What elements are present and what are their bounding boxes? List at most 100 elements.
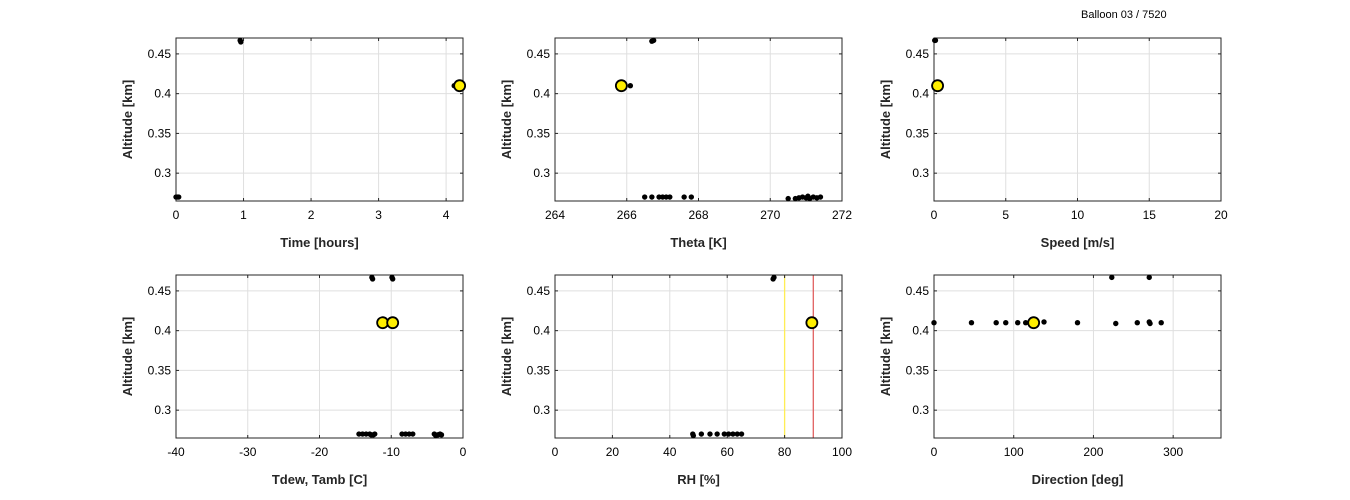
y-tick-label: 0.3 <box>912 166 929 180</box>
data-point <box>725 431 732 437</box>
data-point <box>1015 320 1021 326</box>
y-tick-label: 0.45 <box>527 47 551 61</box>
data-point <box>1022 320 1029 326</box>
y-axis-label: Altitude [km] <box>499 80 514 159</box>
y-tick-label: 0.4 <box>154 87 171 101</box>
data-point <box>238 39 244 45</box>
data-point <box>1134 320 1140 326</box>
chart-panel-6: 0 100 200 300 0.3 0.35 0.4 0.45 Direction [deg] A… <box>878 274 1222 487</box>
x-tick-label: 300 <box>1163 445 1183 459</box>
data-point <box>372 431 378 437</box>
data-point <box>438 432 445 438</box>
y-axis-label: Altitude [km] <box>499 317 514 396</box>
data-point <box>641 194 648 200</box>
chart-panel-4: -40 -30 -20 -10 0 0.3 0.35 0.4 0.45 Tdew, Tamb [C… <box>120 274 467 487</box>
y-tick-label: 0.3 <box>154 403 171 417</box>
x-tick-label: 1 <box>240 208 247 222</box>
x-tick-label: 0 <box>931 445 938 459</box>
y-tick-label: 0.3 <box>912 403 929 417</box>
axes-frame <box>933 274 1222 439</box>
highlight-point <box>614 79 628 93</box>
data-point <box>734 431 740 437</box>
y-tick-label: 0.35 <box>906 126 930 140</box>
y-axis-label: Altitude [km] <box>120 80 135 159</box>
data-point <box>707 431 713 437</box>
x-tick-label: 15 <box>1143 208 1157 222</box>
x-tick-label: -10 <box>383 445 401 459</box>
x-tick-label: 60 <box>721 445 735 459</box>
data-point <box>1146 274 1152 281</box>
chart-panel-5: 0 20 40 60 80 100 0.3 0.35 0.4 0.45 RH [%] Altitude… <box>499 274 852 487</box>
data-point <box>1158 320 1164 326</box>
data-point <box>389 276 396 282</box>
x-tick-label: 2 <box>308 208 315 222</box>
data-point <box>785 195 791 202</box>
x-tick-label: 200 <box>1083 445 1103 459</box>
y-tick-label: 0.35 <box>527 126 551 140</box>
data-point <box>681 194 687 200</box>
x-tick-label: 100 <box>832 445 852 459</box>
data-point <box>931 320 937 326</box>
x-tick-label: 5 <box>1002 208 1009 222</box>
x-tick-label: 268 <box>688 208 708 222</box>
data-point <box>932 37 939 44</box>
y-tick-label: 0.45 <box>148 284 172 298</box>
data-point <box>1147 320 1153 327</box>
x-axis-label: Time [hours] <box>280 235 359 250</box>
y-tick-label: 0.3 <box>533 166 550 180</box>
x-tick-label: 0 <box>460 445 467 459</box>
data-point <box>738 431 745 437</box>
y-tick-label: 0.35 <box>148 126 172 140</box>
x-tick-label: 40 <box>663 445 677 459</box>
y-axis-label: Altitude [km] <box>120 317 135 396</box>
x-axis-label: Direction [deg] <box>1032 472 1124 487</box>
x-tick-label: 266 <box>617 208 637 222</box>
y-axis-label: Altitude [km] <box>878 80 893 159</box>
y-tick-label: 0.4 <box>912 324 929 338</box>
data-point <box>667 194 673 200</box>
highlight-point <box>931 79 944 93</box>
y-tick-label: 0.45 <box>527 284 551 298</box>
x-tick-label: 10 <box>1071 208 1085 222</box>
data-point <box>1003 320 1009 326</box>
chart-panel-1: 0 1 2 3 4 0.3 0.35 0.4 0.45 Time [hours] Altitude … <box>120 37 467 250</box>
data-point <box>1109 274 1115 281</box>
x-tick-label: 270 <box>760 208 780 222</box>
x-axis-label: Tdew, Tamb [C] <box>272 472 367 487</box>
x-tick-label: 20 <box>606 445 620 459</box>
y-tick-label: 0.4 <box>154 324 171 338</box>
x-tick-label: 3 <box>375 208 382 222</box>
highlight-point <box>386 316 400 330</box>
data-point <box>730 431 736 437</box>
data-point <box>690 432 697 439</box>
y-axis-label: Altitude [km] <box>878 317 893 396</box>
data-point <box>1074 320 1081 326</box>
highlight-point <box>1027 316 1041 330</box>
x-tick-label: 0 <box>173 208 180 222</box>
data-point <box>627 83 634 89</box>
y-tick-label: 0.4 <box>533 87 550 101</box>
x-tick-label: -40 <box>167 445 185 459</box>
figure-title: Balloon 03 / 7520 <box>1081 9 1167 21</box>
chart-panel-2: 264 266 268 270 272 0.3 0.35 0.4 0.45 Theta [K] Al… <box>499 37 852 250</box>
x-axis-label: Speed [m/s] <box>1041 235 1115 250</box>
data-point <box>714 431 720 437</box>
y-tick-label: 0.45 <box>906 284 930 298</box>
y-tick-label: 0.4 <box>533 324 550 338</box>
y-tick-label: 0.4 <box>912 87 929 101</box>
x-tick-label: 0 <box>931 208 938 222</box>
x-tick-label: 100 <box>1004 445 1024 459</box>
data-point <box>993 320 999 326</box>
x-tick-label: 272 <box>832 208 852 222</box>
data-point <box>369 276 376 282</box>
axes-frame <box>554 274 843 439</box>
data-point <box>817 194 824 200</box>
highlight-point <box>453 79 467 93</box>
highlight-point <box>805 316 819 330</box>
data-point <box>721 431 728 437</box>
data-point <box>1113 320 1119 327</box>
y-tick-label: 0.35 <box>527 363 551 377</box>
data-point <box>176 194 182 200</box>
x-tick-label: 20 <box>1214 208 1228 222</box>
